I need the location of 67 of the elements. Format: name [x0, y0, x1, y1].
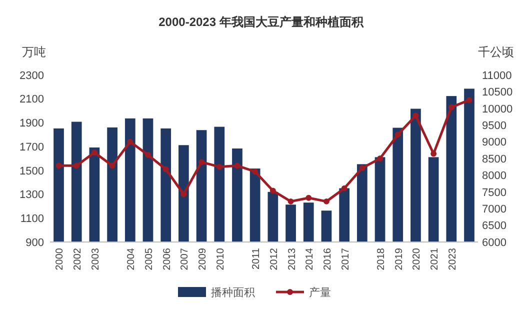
x-tick-label: 2006	[162, 248, 173, 270]
point	[91, 150, 98, 156]
x-tick-label: 2020	[412, 248, 423, 270]
x-tick-label: 2000	[54, 248, 66, 270]
y2-tick-label: 6000	[482, 236, 506, 249]
point	[109, 162, 116, 169]
point	[270, 188, 276, 194]
y-tick-label: 900	[26, 236, 44, 249]
y-tick-label: 1100	[20, 212, 44, 225]
x-tick-label: 2007	[180, 248, 191, 270]
y-tick-label: 1500	[20, 165, 44, 178]
point	[377, 156, 383, 162]
x-tick-label: 2014	[304, 248, 316, 270]
x-tick-label: 2003	[90, 248, 102, 270]
point	[145, 152, 151, 158]
x-tick-label: 2021	[430, 248, 441, 270]
y2-tick-label: 6500	[482, 220, 506, 232]
y2-tick-label: 10000	[482, 103, 513, 116]
point	[323, 198, 330, 204]
x-tick-label: 2016	[322, 248, 334, 270]
y2-axis-title: 千公顷	[478, 45, 514, 59]
point	[56, 162, 62, 169]
x-tick-label: 2010	[215, 248, 226, 270]
x-tick-label: 2009	[198, 248, 209, 270]
y2-tick-label: 7500	[482, 186, 506, 199]
point	[252, 168, 258, 175]
x-tick-label: 2004	[126, 248, 138, 270]
point	[359, 165, 366, 172]
point	[198, 159, 205, 166]
y-tick-label: 1300	[20, 189, 44, 202]
point	[234, 162, 240, 169]
point	[448, 104, 454, 110]
y2-tick-label: 9000	[482, 136, 506, 149]
y-tick-label: 1900	[20, 118, 44, 130]
x-tick-label: 2023	[447, 248, 458, 270]
point	[162, 166, 169, 172]
point	[216, 164, 222, 170]
x-tick-label: 2011	[251, 248, 262, 270]
x-tick-label: 2012	[268, 248, 280, 270]
point	[288, 198, 294, 204]
legend-label: 播种面积	[211, 286, 255, 299]
y2-tick-label: 8000	[482, 170, 506, 182]
x-tick-label: 2019	[394, 248, 405, 270]
y2-tick-label: 9500	[482, 120, 506, 132]
point	[127, 138, 134, 145]
x-tick-label: 2017	[340, 248, 352, 270]
y2-tick-label: 11000	[482, 70, 512, 82]
chart-title: 2000-2023 年我国大豆产量和种植面积	[158, 15, 364, 29]
point	[306, 194, 312, 201]
x-tick-label: 2013	[286, 248, 298, 270]
y-tick-label: 2100	[20, 94, 44, 106]
x-tick-label: 2018	[376, 248, 388, 270]
y2-tick-label: 8500	[482, 153, 506, 166]
y2-tick-label: 7000	[482, 203, 506, 216]
point	[394, 132, 401, 138]
point	[180, 191, 187, 198]
point	[74, 162, 80, 169]
point	[466, 97, 472, 104]
point	[412, 112, 419, 119]
y-tick-label: 1700	[20, 141, 44, 154]
point	[341, 185, 348, 192]
x-tick-label: 2005	[144, 248, 155, 270]
y-axis-title: 万吨	[22, 45, 46, 59]
y2-tick-label: 10500	[482, 86, 513, 99]
legend-label: 产量	[309, 286, 331, 299]
x-tick-label: 2002	[72, 248, 84, 270]
y-tick-label: 2300	[20, 70, 44, 82]
